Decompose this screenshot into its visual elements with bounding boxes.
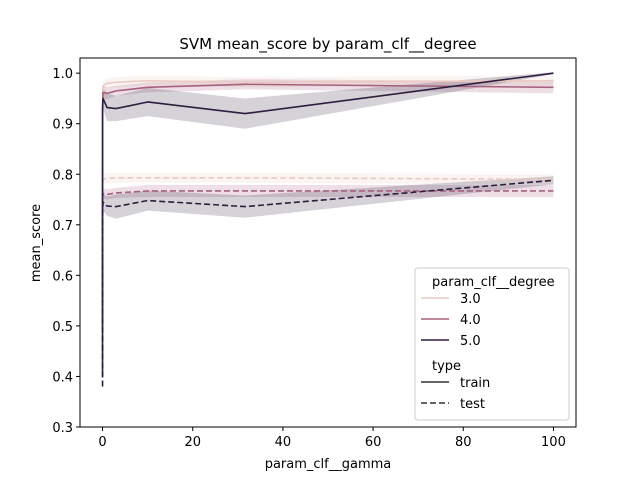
- legend-label-test: test: [460, 397, 485, 412]
- chart-title: SVM mean_score by param_clf__degree: [179, 35, 476, 54]
- y-tick-label: 0.8: [52, 168, 73, 183]
- band-degree-5.0-train: [102, 72, 554, 402]
- band-degree-5.0-test: [102, 176, 554, 407]
- x-tick-label: 20: [184, 435, 201, 450]
- x-axis-label: param_clf__gamma: [265, 457, 392, 472]
- x-axis-ticks: 0 20 40 60 80 100: [98, 427, 566, 450]
- y-tick-label: 0.6: [52, 269, 73, 284]
- legend-box: [414, 267, 570, 421]
- line-degree-3.0-test: [101, 177, 554, 326]
- x-tick-label: 80: [455, 435, 472, 450]
- series-lines: [101, 72, 554, 387]
- legend-hue-title: param_clf__degree: [432, 275, 555, 290]
- y-tick-label: 0.5: [52, 320, 73, 335]
- confidence-bands: [102, 72, 554, 412]
- legend-entries: 3.0 4.0 5.0 train test: [421, 292, 490, 412]
- y-tick-label: 0.3: [52, 421, 73, 436]
- y-tick-label: 1.0: [52, 67, 73, 82]
- legend-label-degree-5.0: 5.0: [460, 334, 481, 349]
- y-tick-label: 0.4: [52, 370, 73, 385]
- x-tick-label: 60: [365, 435, 382, 450]
- legend-label-degree-4.0: 4.0: [460, 313, 481, 328]
- line-degree-5.0-train: [101, 72, 554, 377]
- y-axis-label: mean_score: [29, 204, 44, 282]
- x-tick-label: 40: [275, 435, 292, 450]
- y-tick-label: 0.7: [52, 219, 73, 234]
- legend-style-title: type: [432, 359, 461, 374]
- y-tick-label: 0.9: [52, 118, 73, 133]
- plot-frame: [79, 57, 577, 428]
- x-tick-label: 0: [98, 435, 106, 450]
- line-degree-5.0-test: [101, 179, 554, 387]
- legend-label-train: train: [460, 376, 490, 391]
- x-tick-label: 100: [541, 435, 566, 450]
- legend: param_clf__degree 3.0 4.0 5.0 train test typ…: [414, 267, 570, 421]
- legend-label-degree-3.0: 3.0: [460, 292, 481, 307]
- y-axis-ticks: 0.3 0.4 0.5 0.6 0.7 0.8 0.9 1.0: [52, 67, 80, 436]
